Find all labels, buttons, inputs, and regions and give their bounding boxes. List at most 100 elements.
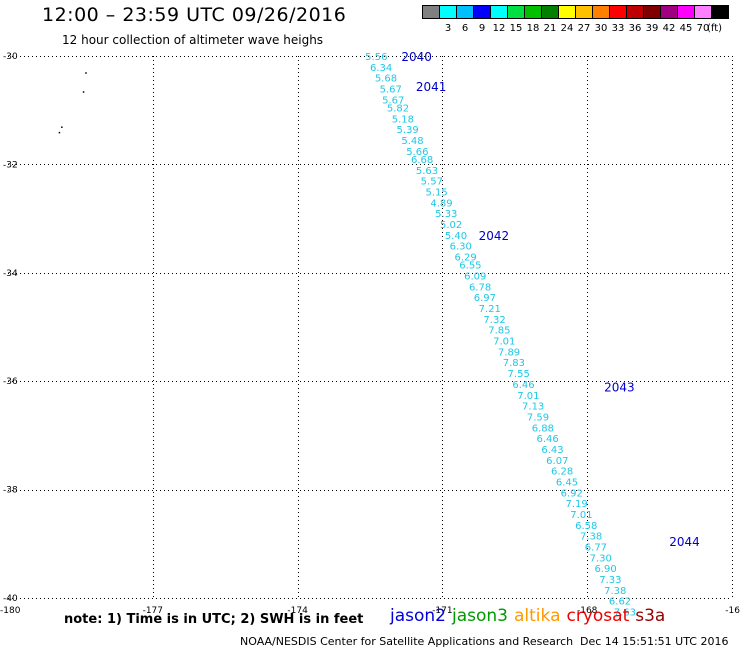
swh-value: 6.07 (546, 456, 568, 467)
swh-value: 7.01 (570, 510, 592, 521)
swh-value: 5.67 (380, 85, 402, 96)
swh-value: 7.01 (517, 391, 539, 402)
mission-s3a: s3a (635, 606, 666, 626)
time-labels: 2040 2041 2042 2043 2044 (401, 50, 699, 549)
swh-value: 5.18 (392, 114, 414, 125)
time-label: 2040 (401, 50, 432, 64)
y-tick-label: -34 (3, 269, 18, 279)
scale-label: 15 (509, 23, 523, 34)
scale-label: 33 (611, 23, 625, 34)
swh-value: 5.02 (440, 220, 462, 231)
swh-value: 5.39 (397, 125, 419, 136)
y-tick-label: -30 (3, 52, 18, 62)
scale-swatch (711, 5, 729, 19)
swh-value: 6.55 (459, 261, 481, 272)
swh-value: 7.21 (479, 304, 501, 315)
swh-value: 5.56 (365, 52, 387, 63)
swh-value: 6.88 (532, 423, 554, 434)
x-tick-label: -177 (143, 606, 163, 616)
swh-value: 7.63 (614, 608, 636, 619)
mission-cryosat: cryosat (566, 606, 630, 626)
y-tick-label: -36 (3, 377, 18, 387)
swh-value: 7.83 (503, 358, 525, 369)
swh-value: 6.90 (594, 564, 616, 575)
island-dot (85, 72, 87, 74)
scale-label: 3 (444, 23, 452, 34)
swh-value: 5.63 (416, 166, 438, 177)
swh-value: 7.55 (508, 369, 530, 380)
timestamp-text: Dec 14 15:51:51 UTC 2016 (580, 635, 729, 648)
swh-value: 7.89 (498, 347, 520, 358)
swh-track: 5.566.345.685.675.675.825.185.395.485.66… (365, 52, 636, 619)
island-dots (58, 72, 87, 134)
swh-value: 7.32 (483, 315, 505, 326)
swh-value: 5.40 (445, 231, 467, 242)
x-tick-label: -180 (0, 606, 21, 616)
time-label: 2042 (479, 229, 510, 243)
swh-value: 5.68 (375, 74, 397, 85)
x-tick-label: -16 (725, 606, 740, 616)
swh-value: 7.38 (604, 586, 626, 597)
swh-value: 6.78 (469, 282, 491, 293)
swh-value: 7.01 (493, 337, 515, 348)
swh-value: 6.29 (454, 253, 476, 264)
credit-text: NOAA/NESDIS Center for Satellite Applica… (240, 635, 574, 648)
x-tick-label: -168 (577, 606, 598, 616)
swh-value: 7.85 (488, 326, 510, 337)
swh-value: 5.82 (387, 103, 409, 114)
swh-value: 5.66 (406, 147, 428, 158)
swh-value: 6.62 (609, 597, 631, 608)
swh-value: 6.45 (556, 477, 578, 488)
swh-value: 6.92 (561, 488, 583, 499)
swh-value: 6.30 (450, 242, 472, 253)
mission-legend: jason2 jason3 altika cryosat s3a (390, 606, 671, 626)
swh-value: 6.09 (464, 272, 486, 283)
time-label: 2043 (604, 381, 635, 395)
mission-altika: altika (514, 606, 561, 626)
y-tick-label: -32 (3, 160, 18, 170)
scale-label: 45 (679, 23, 693, 34)
swh-value: 7.33 (599, 575, 621, 586)
x-tick-label: -171 (432, 606, 452, 616)
map-title: 12:00 – 23:59 UTC 09/26/2016 (42, 4, 347, 26)
swh-value: 6.28 (551, 467, 573, 478)
scale-label: 27 (577, 23, 591, 34)
swh-value: 6.58 (575, 521, 597, 532)
swh-value: 6.46 (512, 380, 534, 391)
scale-label: 24 (560, 23, 574, 34)
swh-value: 7.13 (522, 402, 544, 413)
swh-value: 7.59 (527, 412, 549, 423)
axis-tick-labels: -30 -32 -34 -36 -38 -40 -180 -177 -174 -171 -168 -1… (0, 52, 740, 616)
island-dot (61, 126, 63, 128)
time-label: 2041 (416, 80, 447, 94)
swh-value: 6.68 (411, 155, 433, 166)
footer-note: note: 1) Time is in UTC; 2) SWH is in fe… (64, 612, 364, 627)
swh-value: 5.33 (435, 209, 457, 220)
scale-label: 21 (543, 23, 557, 34)
swh-value: 6.46 (537, 434, 559, 445)
island-dot (82, 91, 85, 93)
x-tick-label: -174 (287, 606, 308, 616)
swh-value: 7.38 (580, 532, 602, 543)
scale-label: 9 (478, 23, 486, 34)
swh-value: 5.67 (382, 95, 404, 106)
scale-unit-label: (ft) (707, 23, 723, 34)
scale-label: 70 (696, 23, 710, 34)
map-subtitle: 12 hour collection of altimeter wave hei… (62, 33, 324, 47)
scale-label: 39 (645, 23, 659, 34)
swh-value: 6.97 (474, 293, 496, 304)
scale-label: 6 (461, 23, 469, 34)
swh-value: 6.34 (370, 63, 392, 74)
swh-value: 6.43 (541, 445, 563, 456)
swh-value: 6.77 (585, 543, 607, 554)
scale-label: 18 (526, 23, 540, 34)
swh-value: 5.57 (421, 177, 443, 188)
y-tick-label: -38 (3, 486, 18, 496)
swh-value: 4.89 (430, 198, 452, 209)
scale-label: 42 (662, 23, 676, 34)
swh-value: 5.15 (426, 188, 448, 199)
y-tick-label: -40 (3, 594, 18, 604)
scale-label: 12 (492, 23, 506, 34)
scale-label: 36 (628, 23, 642, 34)
